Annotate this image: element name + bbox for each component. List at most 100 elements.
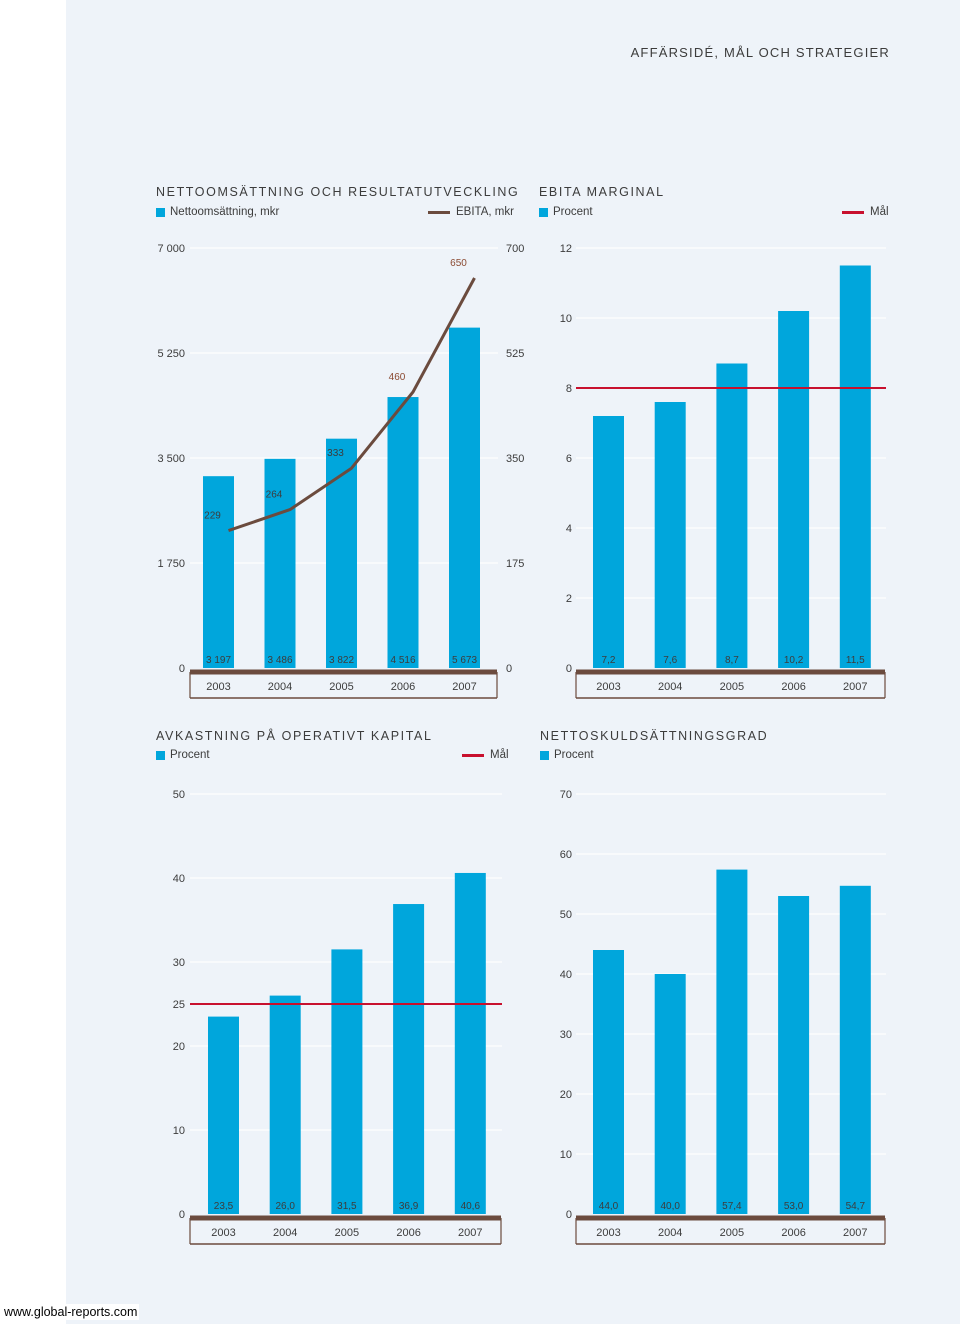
ebita-bar-value-label: 11,5 — [846, 655, 865, 666]
sales-ytick-label: 5 250 — [157, 348, 185, 360]
sales-bar — [264, 458, 296, 668]
debt-bar-value-label: 53,0 — [784, 1201, 804, 1212]
ebita-bar-value-label: 7,6 — [663, 655, 677, 666]
debt-bar-value-label: 54,7 — [846, 1201, 866, 1212]
sales-bar-value-label: 3 486 — [267, 655, 292, 666]
footer-link[interactable]: www.global-reports.com — [2, 1304, 140, 1320]
sales-bar — [387, 397, 419, 668]
debt-bar — [716, 869, 748, 1214]
debt-ytick-label: 50 — [560, 909, 572, 921]
roc-bar — [269, 995, 301, 1214]
sales-chart-title: NETTOOMSÄTTNING OCH RESULTATUTVECKLING — [156, 185, 520, 199]
roc-ytick-label: 10 — [173, 1125, 185, 1137]
sales-y2tick-label: 525 — [506, 348, 524, 360]
roc-category-label: 2004 — [273, 1227, 297, 1239]
sales-ytick-label: 0 — [179, 663, 185, 675]
sales-y2tick-label: 175 — [506, 558, 524, 570]
ebita-bar-value-label: 7,2 — [602, 655, 616, 666]
debt-bar-value-label: 44,0 — [599, 1201, 619, 1212]
sales-line-value-label: 264 — [266, 490, 283, 501]
sales-ytick-label: 3 500 — [157, 453, 185, 465]
roc-bar-value-label: 36,9 — [399, 1201, 419, 1212]
roc-legend-bar: Procent — [156, 749, 210, 761]
ebita-ytick-label: 4 — [566, 523, 572, 535]
debt-ytick-label: 20 — [560, 1089, 572, 1101]
roc-bar-value-label: 31,5 — [337, 1201, 357, 1212]
debt-category-label: 2006 — [781, 1227, 805, 1239]
debt-category-label: 2005 — [720, 1227, 744, 1239]
ebita-category-label: 2006 — [781, 681, 805, 693]
ebita-bar — [593, 416, 624, 668]
ebita-ytick-label: 2 — [566, 593, 572, 605]
debt-bar-value-label: 40,0 — [660, 1201, 680, 1212]
debt-bar — [839, 885, 871, 1214]
sales-bar-value-label: 4 516 — [390, 655, 415, 666]
ebita-bar-value-label: 8,7 — [725, 655, 739, 666]
roc-bar — [208, 1016, 239, 1214]
goal-line-swatch-icon — [462, 753, 484, 757]
ebita-ytick-label: 0 — [566, 663, 572, 675]
sales-bar — [449, 327, 480, 668]
sales-ytick-label: 7 000 — [157, 243, 185, 255]
line-swatch-icon — [428, 210, 450, 214]
bar-swatch-icon — [156, 750, 165, 760]
debt-chart-title: NETTOSKULDSÄTTNINGSGRAD — [540, 729, 769, 743]
ebita-ytick-label: 8 — [566, 383, 572, 395]
ebita-chart-title: EBITA MARGINAL — [539, 185, 665, 199]
sales-y2tick-label: 350 — [506, 453, 524, 465]
sales-bar — [203, 476, 234, 668]
sales-ytick-label: 1 750 — [157, 558, 185, 570]
ebita-category-label: 2003 — [596, 681, 620, 693]
debt-bar — [654, 974, 686, 1214]
ebita-bar — [778, 311, 810, 668]
ebita-category-label: 2004 — [658, 681, 682, 693]
sales-line-value-label: 229 — [204, 511, 221, 522]
sales-category-label: 2006 — [391, 681, 415, 693]
sales-y2tick-label: 0 — [506, 663, 512, 675]
roc-bar-value-label: 26,0 — [275, 1201, 295, 1212]
sales-legend-bar: Nettoomsättning, mkr — [156, 206, 279, 218]
sales-line-value-label: 460 — [389, 372, 406, 383]
sales-legend-bar-label: Nettoomsättning, mkr — [170, 206, 280, 218]
debt-category-label: 2003 — [596, 1227, 620, 1239]
ebita-legend-bar: Procent — [539, 206, 593, 218]
roc-bar — [393, 904, 425, 1214]
bar-swatch-icon — [540, 750, 549, 760]
roc-bar-value-label: 23,5 — [214, 1201, 234, 1212]
roc-ytick-label: 25 — [173, 999, 185, 1011]
debt-ytick-label: 30 — [560, 1029, 572, 1041]
debt-legend-bar: Procent — [540, 749, 594, 761]
debt-legend-bar-label: Procent — [554, 749, 594, 761]
ebita-ytick-label: 6 — [566, 453, 572, 465]
sales-category-label: 2004 — [268, 681, 292, 693]
sales-bar-value-label: 5 673 — [452, 655, 477, 666]
ebita-bar — [716, 363, 748, 668]
debt-category-label: 2007 — [843, 1227, 867, 1239]
ebita-ytick-label: 10 — [560, 313, 572, 325]
roc-bar — [454, 872, 486, 1214]
debt-bar-value-label: 57,4 — [722, 1201, 742, 1212]
sales-y2tick-label: 700 — [506, 243, 524, 255]
sales-bar — [326, 438, 357, 668]
ebita-category-label: 2007 — [843, 681, 867, 693]
sales-line-value-label: 333 — [327, 448, 344, 459]
debt-ytick-label: 70 — [560, 789, 572, 801]
sales-bar-value-label: 3 822 — [329, 655, 354, 666]
roc-ytick-label: 40 — [173, 873, 185, 885]
section-header: AFFÄRSIDÉ, MÅL OCH STRATEGIER — [630, 45, 890, 60]
roc-category-label: 2007 — [458, 1227, 482, 1239]
ebita-ytick-label: 12 — [560, 243, 572, 255]
debt-ytick-label: 0 — [566, 1209, 572, 1221]
bar-swatch-icon — [539, 207, 548, 217]
sales-bar-value-label: 3 197 — [206, 655, 231, 666]
roc-category-label: 2006 — [396, 1227, 420, 1239]
sales-legend-line: EBITA, mkr — [428, 206, 514, 218]
sales-ebita-line — [228, 277, 476, 533]
roc-bar — [331, 949, 363, 1214]
roc-ytick-label: 50 — [173, 789, 185, 801]
roc-category-label: 2005 — [335, 1227, 359, 1239]
roc-legend-bar-label: Procent — [170, 749, 210, 761]
roc-legend-goal-label: Mål — [490, 749, 509, 761]
sales-category-label: 2005 — [329, 681, 353, 693]
debt-bar — [778, 896, 810, 1214]
